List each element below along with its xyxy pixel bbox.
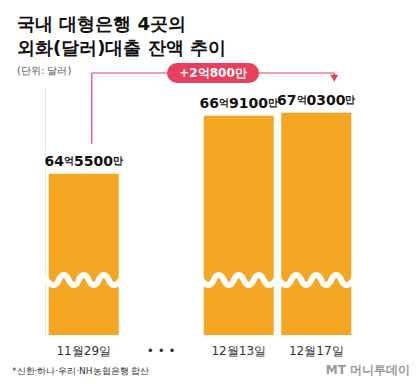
svg-text:0300: 0300: [307, 92, 346, 108]
svg-text:만: 만: [268, 97, 278, 109]
svg-text:12월17일: 12월17일: [289, 344, 344, 358]
svg-text:억: 억: [297, 94, 307, 105]
svg-text:억: 억: [64, 155, 74, 166]
svg-text:만: 만: [113, 155, 123, 166]
svg-text:• • •: • • •: [147, 344, 176, 358]
svg-text:5500: 5500: [74, 153, 113, 169]
svg-text:64: 64: [45, 153, 65, 169]
svg-text:만: 만: [345, 94, 355, 105]
svg-text:67: 67: [277, 92, 296, 108]
svg-text:*신한·하나·우리·NH농협은행 합산: *신한·하나·우리·NH농협은행 합산: [12, 366, 149, 376]
svg-text:억: 억: [219, 97, 229, 108]
svg-text:9100: 9100: [229, 95, 268, 111]
svg-text:(단위: 달러): (단위: 달러): [17, 65, 71, 76]
svg-text:+2억800만: +2억800만: [179, 66, 246, 80]
svg-text:11월29일: 11월29일: [56, 344, 111, 358]
svg-text:국내 대형은행 4곳의: 국내 대형은행 4곳의: [17, 13, 186, 34]
svg-text:66: 66: [200, 95, 219, 111]
svg-text:외화(달러)대출 잔액 추이: 외화(달러)대출 잔액 추이: [17, 37, 226, 58]
svg-text:12월13일: 12월13일: [211, 344, 266, 358]
svg-text:MT 머니투데이: MT 머니투데이: [326, 363, 410, 377]
